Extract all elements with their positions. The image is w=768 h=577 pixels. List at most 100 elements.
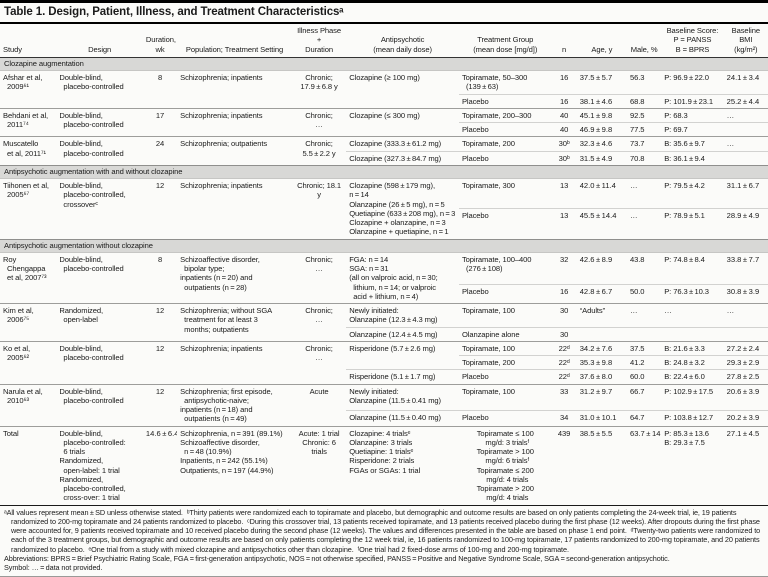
cell-score: P: 96.9 ± 22.0 [661, 70, 724, 94]
cell-treatment: Topiramate, 100 [458, 303, 552, 327]
arm-row: Topiramate, 200 22ᵈ 35.3 ± 9.8 41.2 B: 2… [0, 354, 768, 370]
cell-study: Behdani et al, 2011⁷⁴ [0, 107, 57, 137]
cell-age: 37.6 ± 8.0 [576, 369, 627, 384]
cell-bmi: 29.3 ± 2.9 [723, 354, 768, 370]
cell-population: Schizophrenia; first episode, antipsycho… [177, 383, 292, 426]
cell-male: 64.7 [627, 409, 662, 426]
cell-treatment: Placebo [458, 121, 552, 137]
cell-score: P: 76.3 ± 10.3 [661, 283, 724, 304]
cell-population: Schizophrenia; inpatients [177, 340, 292, 384]
cell-population: Schizophrenia; without SGA treatment for… [177, 303, 292, 342]
col-header-population: Population; Treatment Setting [177, 24, 292, 58]
section-row-with-without-clozapine: Antipsychotic augmentation with and with… [0, 164, 768, 180]
cell-age: 42.8 ± 6.7 [576, 283, 627, 304]
cell-design: Double-blind, placebo-controlled [56, 70, 143, 109]
cell-study: Tiihonen et al, 2005⁶⁷ [0, 178, 57, 239]
cell-design: Double-blind, placebo-controlled [56, 107, 143, 137]
cell-antipsychotic: Newly initiated: Olanzapine (12.3 ± 4.3 … [346, 303, 459, 327]
cell-antipsychotic: Risperidone (5.1 ± 1.7 mg) [346, 369, 459, 384]
cell-illness: Chronic; 18.1 y [291, 178, 347, 239]
table-footnotes: ᵃAll values represent mean ± SD unless o… [0, 506, 768, 577]
section-label: Antipsychotic augmentation with and with… [0, 164, 768, 180]
cell-n: 22ᵈ [551, 354, 577, 370]
study-row-afshar: Afshar et al, 2009⁶¹ Double-blind, place… [0, 70, 768, 109]
cell-treatment: Placebo [458, 150, 552, 166]
cell-illness: Chronic; 17.9 ± 6.8 y [291, 70, 347, 109]
cell-duration: 12 [142, 383, 178, 426]
cell-age: 42.6 ± 8.9 [576, 251, 627, 285]
cell-bmi: 27.2 ± 2.4 [723, 340, 768, 356]
cell-age: 37.5 ± 5.7 [576, 70, 627, 94]
cell-design: Double-blind, placebo-controlled [56, 251, 143, 304]
arm-row: Risperidone (5.1 ± 1.7 mg) Placebo 22ᵈ 3… [0, 369, 768, 384]
cell-illness: Acute [291, 383, 347, 426]
footnote-symbol: Symbol: … = data not provided. [4, 563, 103, 573]
cell-design: Randomized, open-label [56, 303, 143, 342]
cell-score: B: 21.6 ± 3.3 [661, 340, 724, 356]
cell-illness: Chronic; … [291, 107, 347, 137]
cell-population: Schizophrenia; outpatients [177, 136, 292, 166]
col-header-study: Study [0, 24, 57, 58]
cell-population: Schizophrenia, n = 391 (89.1%) Schizoaff… [177, 425, 292, 505]
cell-study: Afshar et al, 2009⁶¹ [0, 70, 57, 109]
cell-n: 16 [551, 283, 577, 304]
cell-treatment: Placebo [458, 93, 552, 109]
cell-duration: 24 [142, 136, 178, 166]
cell-illness: Chronic; … [291, 303, 347, 342]
cell-n: 30 [551, 326, 577, 342]
cell-bmi: 31.1 ± 6.7 [723, 177, 768, 209]
cell-illness: Chronic; 5.5 ± 2.2 y [291, 136, 347, 166]
cell-antipsychotic: Newly initiated: Olanzapine (11.5 ± 0.41… [346, 383, 459, 411]
study-row-narula: Narula et al, 2010⁶³ Double-blind, place… [0, 383, 768, 426]
cell-male: … [627, 208, 662, 239]
cell-antipsychotic: Clozapine (333.3 ± 61.2 mg) [346, 136, 459, 151]
cell-score: … [661, 303, 724, 327]
cell-age [576, 326, 627, 342]
cell-treatment: Topiramate, 200 [458, 354, 552, 370]
study-row-ko: Ko et al, 2005⁶² Double-blind, placebo-c… [0, 340, 768, 384]
cell-age: 31.0 ± 10.1 [576, 409, 627, 426]
cell-study: Ko et al, 2005⁶² [0, 340, 57, 384]
cell-bmi: 20.2 ± 3.9 [723, 409, 768, 426]
cell-treatment: Topiramate ≤ 100 mg/d: 3 trialsᶠ Topiram… [458, 425, 552, 505]
cell-score: P: 85.3 ± 13.6 B: 29.3 ± 7.5 [661, 425, 724, 505]
cell-male: 63.7 ± 14.9 [627, 425, 662, 505]
cell-study: Total [0, 425, 57, 505]
cell-n: 30ᵇ [551, 150, 577, 166]
cell-treatment: Placebo [458, 369, 552, 384]
cell-antipsychotic: Clozapine: 4 trialsᵉ Olanzapine: 3 trial… [346, 425, 459, 505]
cell-male: 43.8 [627, 251, 662, 285]
cell-bmi: 20.6 ± 3.9 [723, 383, 768, 411]
cell-male: … [627, 303, 662, 327]
cell-male: 73.7 [627, 136, 662, 151]
cell-bmi: 27.1 ± 4.5 [723, 425, 768, 505]
cell-study: Muscatello et al, 2011⁷¹ [0, 136, 57, 166]
cell-male: 41.2 [627, 354, 662, 370]
cell-age: 38.1 ± 4.6 [576, 93, 627, 109]
cell-n: 22ᵈ [551, 369, 577, 384]
arm-row: Placebo 13 45.5 ± 14.4 … P: 78.9 ± 5.1 2… [0, 208, 768, 239]
cell-age: 31.5 ± 4.9 [576, 150, 627, 166]
cell-treatment: Placebo [458, 208, 552, 239]
cell-bmi: 30.8 ± 3.9 [723, 283, 768, 304]
cell-male: … [627, 177, 662, 209]
col-header-design: Design [56, 24, 143, 58]
cell-n: 16 [551, 93, 577, 109]
col-header-treatment: Treatment Group (mean dose [mg/d]) [458, 24, 552, 58]
cell-male: 50.0 [627, 283, 662, 304]
col-header-age: Age, y [576, 24, 627, 58]
cell-duration: 14.6 ± 6.4 [142, 425, 178, 505]
characteristics-table: Study Design Duration, wk Population; Tr… [0, 24, 768, 506]
cell-treatment: Topiramate, 100–400 (276 ± 108) [458, 251, 552, 285]
cell-population: Schizophrenia; inpatients [177, 178, 292, 239]
cell-antipsychotic: FGA: n = 14 SGA: n = 31 (all on valproic… [346, 251, 459, 304]
col-header-illness: Illness Phase + Duration [291, 24, 347, 58]
cell-design: Double-blind, placebo-controlled [56, 136, 143, 166]
cell-duration: 12 [142, 178, 178, 239]
study-row-behdani: Behdani et al, 2011⁷⁴ Double-blind, plac… [0, 107, 768, 137]
col-header-male: Male, % [627, 24, 662, 58]
cell-age: 45.1 ± 9.8 [576, 107, 627, 123]
cell-n: 13 [551, 208, 577, 239]
cell-population: Schizophrenia; inpatients [177, 107, 292, 137]
